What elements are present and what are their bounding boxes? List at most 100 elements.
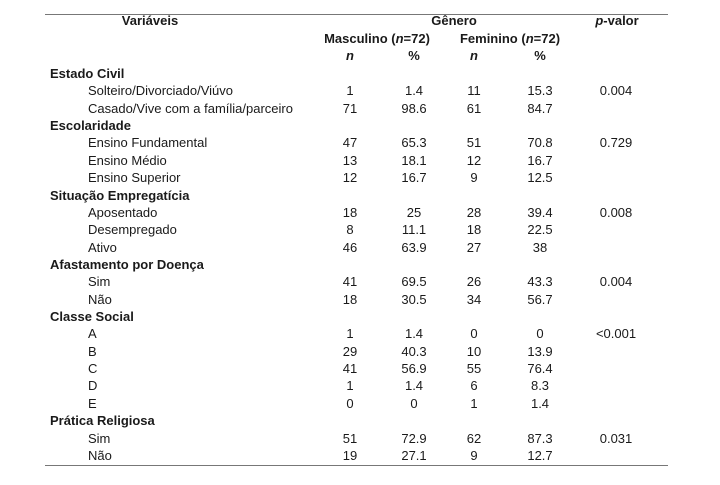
- male-n-cell: 0: [346, 395, 354, 411]
- female-n-cell: 18: [466, 222, 482, 238]
- male-n-cell: 12: [342, 170, 358, 186]
- female-pct-cell: 43.3: [527, 274, 553, 290]
- female-n-cell: 1: [470, 395, 478, 411]
- row-label: E: [88, 395, 97, 411]
- male-n-cell: 29: [342, 343, 358, 359]
- row-label: Casado/Vive com a família/parceiro: [88, 100, 293, 116]
- p-italic: p: [595, 13, 604, 28]
- header-gender: Gênero: [431, 13, 477, 28]
- female-n-cell: 55: [466, 361, 482, 377]
- female-n-cell: 9: [470, 170, 478, 186]
- male-pct-cell: 11.1: [401, 222, 427, 238]
- male-n-cell: 46: [342, 239, 358, 255]
- section-title: Estado Civil: [50, 66, 125, 81]
- male-n-cell: 13: [342, 152, 358, 168]
- section-title: Afastamento por Doença: [50, 256, 204, 272]
- header-male-pct: %: [408, 48, 420, 63]
- row-label: Não: [88, 447, 112, 463]
- male-n-cell: 1: [346, 83, 354, 99]
- header-female-pct: %: [534, 48, 546, 63]
- female-n: n: [525, 31, 534, 46]
- p-value-cell: 0.729: [599, 135, 633, 151]
- header-male-n: n: [346, 48, 354, 63]
- female-n-cell: 26: [466, 274, 482, 290]
- male-suffix: =72): [403, 31, 430, 46]
- male-pct-cell: 69.5: [401, 274, 427, 290]
- female-suffix: =72): [533, 31, 561, 46]
- male-n-cell: 41: [342, 274, 358, 290]
- row-label: Desempregado: [88, 222, 177, 238]
- row-label: Sim: [88, 430, 111, 446]
- male-prefix: Masculino (: [324, 31, 396, 46]
- male-n-cell: 1: [346, 378, 354, 394]
- male-n-cell: 18: [342, 204, 358, 220]
- female-pct-cell: 13.9: [527, 343, 553, 359]
- female-n-cell: 51: [466, 135, 482, 151]
- row-label: A: [88, 326, 97, 342]
- male-pct-cell: 1.4: [404, 378, 424, 394]
- header-variables: Variáveis: [121, 13, 179, 28]
- row-label: Sim: [88, 274, 111, 290]
- male-n-cell: 8: [346, 222, 354, 238]
- top-rule: [45, 14, 668, 15]
- female-pct-cell: 87.3: [527, 430, 553, 446]
- row-label: B: [88, 343, 97, 359]
- p-value-cell: 0.004: [599, 83, 633, 99]
- female-pct-cell: 0: [536, 326, 544, 342]
- male-pct-cell: 40.3: [401, 343, 427, 359]
- female-pct-cell: 39.4: [527, 204, 553, 220]
- female-n-cell: 61: [466, 100, 482, 116]
- female-pct-cell: 15.3: [527, 83, 553, 99]
- header-male: Masculino (n=72): [324, 30, 430, 47]
- male-pct-cell: 63.9: [401, 239, 427, 255]
- male-n-cell: 41: [342, 361, 358, 377]
- male-n-cell: 51: [342, 430, 358, 446]
- male-pct-cell: 72.9: [401, 430, 427, 446]
- female-n-cell: 0: [470, 326, 478, 342]
- female-n-cell: 12: [466, 152, 482, 168]
- header-p-value: p-valor: [595, 12, 638, 29]
- female-pct-cell: 84.7: [527, 100, 553, 116]
- male-pct-cell: 56.9: [401, 361, 427, 377]
- male-n-cell: 19: [342, 447, 358, 463]
- male-n-cell: 47: [342, 135, 358, 151]
- female-n-cell: 6: [470, 378, 478, 394]
- male-pct-cell: 30.5: [401, 291, 427, 307]
- female-n-cell: 62: [466, 430, 482, 446]
- row-label: C: [88, 361, 98, 377]
- bottom-rule: [45, 465, 668, 466]
- male-n: n: [395, 31, 404, 46]
- female-pct-cell: 70.8: [527, 135, 553, 151]
- male-pct-cell: 16.7: [401, 170, 427, 186]
- male-pct-cell: 25: [406, 204, 422, 220]
- p-value-cell: <0.001: [595, 326, 637, 342]
- female-n-cell: 28: [466, 204, 482, 220]
- female-pct-cell: 38: [532, 239, 548, 255]
- section-title: Escolaridade: [50, 118, 131, 134]
- section-title: Prática Religiosa: [50, 413, 155, 429]
- male-pct-cell: 98.6: [401, 100, 427, 116]
- section-title: Situação Empregatícia: [50, 187, 190, 203]
- female-pct-cell: 8.3: [530, 378, 550, 394]
- female-n-cell: 34: [466, 291, 482, 307]
- p-rest: -valor: [603, 13, 639, 28]
- male-pct-cell: 18.1: [401, 152, 427, 168]
- female-pct-cell: 56.7: [527, 291, 553, 307]
- p-value-cell: 0.031: [599, 430, 633, 446]
- female-pct-cell: 1.4: [530, 395, 550, 411]
- female-pct-cell: 12.5: [527, 170, 553, 186]
- male-n-cell: 71: [342, 100, 358, 116]
- header-female-n: n: [470, 48, 478, 63]
- female-pct-cell: 12.7: [527, 447, 553, 463]
- female-n-cell: 27: [466, 239, 482, 255]
- female-n-cell: 9: [470, 447, 478, 463]
- row-label: Ativo: [88, 239, 117, 255]
- row-label: Ensino Fundamental: [88, 135, 208, 151]
- male-n-cell: 1: [346, 326, 354, 342]
- row-label: Solteiro/Divorciado/Viúvo: [88, 83, 233, 99]
- male-n-cell: 18: [342, 291, 358, 307]
- p-value-cell: 0.008: [599, 204, 633, 220]
- female-pct-cell: 16.7: [527, 152, 553, 168]
- p-value-cell: 0.004: [599, 274, 633, 290]
- header-female: Feminino (n=72): [460, 30, 560, 47]
